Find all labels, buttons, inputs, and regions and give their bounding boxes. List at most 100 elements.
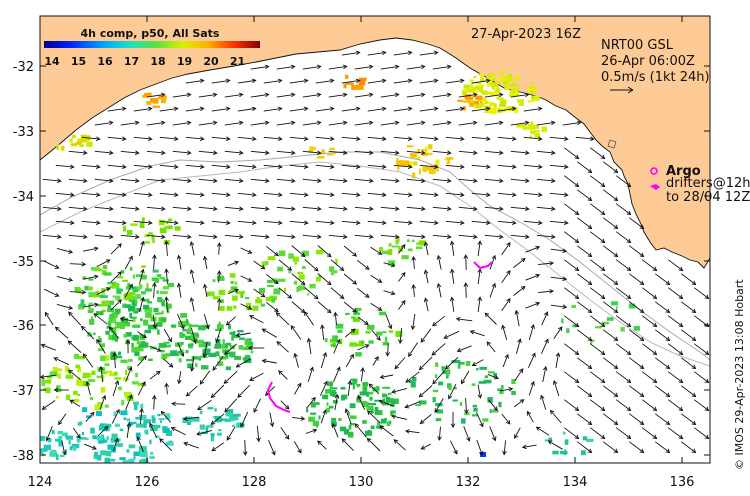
current-arrow: [69, 261, 87, 267]
colorbar-tick-label: 18: [150, 55, 165, 68]
sst-cell: [370, 409, 374, 414]
sst-cell: [171, 324, 174, 328]
current-arrow: [133, 106, 153, 112]
sst-cell: [129, 312, 133, 318]
land-australia: [40, 16, 710, 268]
sst-cell: [220, 299, 224, 303]
sst-cell: [158, 219, 165, 226]
sst-cell: [435, 159, 440, 165]
current-arrow: [542, 365, 548, 383]
sst-cell: [563, 431, 566, 435]
current-arrow: [124, 283, 133, 298]
current-arrow: [523, 106, 543, 112]
sst-cell: [499, 99, 507, 105]
sst-cell: [390, 400, 395, 407]
sst-cell: [56, 144, 59, 150]
current-arrow: [458, 234, 478, 240]
current-arrow: [357, 260, 370, 270]
sst-cell: [385, 396, 391, 403]
sst-cell: [350, 415, 357, 419]
current-arrow: [641, 371, 658, 384]
sst-cell: [398, 246, 403, 252]
current-arrow: [576, 189, 593, 202]
sst-cell: [95, 411, 102, 416]
current-arrow: [42, 206, 62, 212]
current-arrow: [198, 206, 218, 212]
sst-cell: [107, 282, 115, 285]
sst-cell: [473, 90, 478, 96]
current-arrow: [266, 273, 279, 285]
current-arrow: [44, 311, 54, 326]
sst-cell: [360, 340, 365, 344]
current-arrow: [641, 427, 658, 440]
sst-cell: [88, 302, 93, 305]
sst-cell: [170, 350, 178, 356]
drifters-legend-line1: drifters@12h: [666, 176, 750, 191]
argo-marker: [650, 167, 658, 175]
sst-cell: [150, 451, 154, 455]
sst-cell: [326, 402, 329, 407]
sst-cell: [77, 138, 84, 143]
sst-cell: [480, 91, 488, 94]
sst-cell: [358, 340, 362, 346]
sst-cell: [123, 376, 126, 381]
sst-cell: [180, 320, 187, 327]
sst-cell: [503, 75, 509, 80]
sst-cell: [134, 351, 140, 356]
current-arrow: [476, 412, 484, 428]
current-arrow: [563, 427, 580, 440]
sst-cell: [110, 459, 116, 462]
sst-cell: [296, 286, 299, 293]
current-arrow: [432, 315, 446, 327]
sst-cell: [62, 432, 68, 437]
current-arrow: [224, 178, 244, 184]
sst-cell: [195, 363, 198, 368]
sst-cell: [345, 312, 350, 316]
sst-cell: [480, 452, 486, 457]
sst-cell: [425, 146, 427, 153]
current-arrow: [68, 178, 88, 184]
sst-cell: [486, 107, 493, 112]
sst-cell: [187, 343, 193, 347]
sst-cell: [372, 387, 378, 391]
sst-cell: [90, 427, 95, 434]
date-title: 27-Apr-2023 16Z: [471, 27, 581, 42]
current-arrow: [211, 220, 231, 226]
current-arrow: [69, 289, 87, 295]
current-arrow: [423, 269, 429, 284]
current-arrow: [149, 370, 161, 380]
sst-cell: [382, 386, 391, 389]
current-arrow: [576, 385, 593, 398]
current-arrow: [302, 234, 322, 240]
sst-cell: [478, 97, 487, 102]
sst-cell: [77, 366, 81, 373]
colorbar-tick-label: 21: [230, 55, 245, 68]
current-arrow: [276, 120, 296, 126]
current-arrow: [432, 370, 446, 385]
sst-cell: [246, 344, 253, 350]
current-arrow: [146, 150, 166, 156]
current-arrow: [420, 443, 432, 450]
current-arrow: [536, 120, 556, 126]
current-arrow: [693, 343, 710, 356]
sst-cell: [225, 366, 231, 371]
current-arrow: [294, 382, 302, 395]
sst-cell: [362, 386, 368, 392]
current-arrow: [628, 217, 645, 230]
current-arrow: [654, 413, 671, 426]
sst-cell: [96, 304, 102, 307]
current-arrow: [380, 64, 400, 70]
current-arrow: [224, 234, 244, 240]
sst-cell: [43, 387, 51, 391]
current-arrow: [680, 385, 697, 398]
current-arrow: [83, 302, 99, 308]
current-arrow: [302, 92, 322, 98]
current-arrow: [680, 273, 697, 286]
sst-cell: [79, 437, 87, 440]
sst-cell: [40, 436, 42, 441]
sst-cell: [112, 295, 121, 298]
current-arrow: [443, 330, 460, 339]
sst-cell: [497, 388, 503, 391]
sst-cell: [246, 302, 252, 309]
current-arrow: [370, 302, 383, 311]
